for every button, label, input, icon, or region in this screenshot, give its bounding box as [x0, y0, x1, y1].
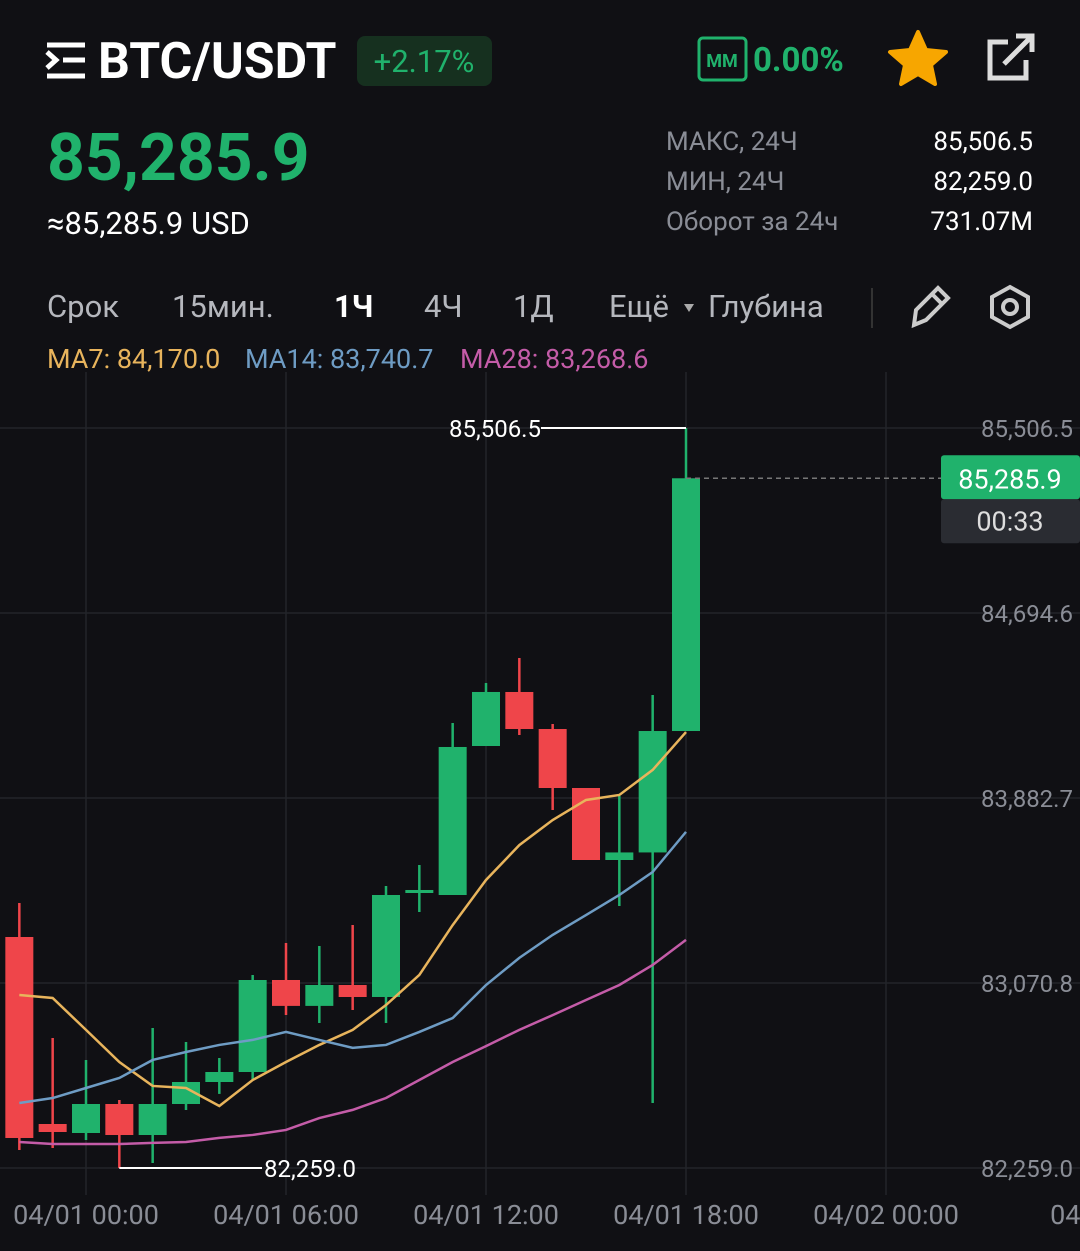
candle-body [505, 691, 534, 730]
plot: 85,506.5 84,694.6 83,882.7 83,070.8 82,259.0… [0, 372, 1080, 1231]
candle-body [5, 936, 34, 1138]
x-tick-label: 04/02 [1050, 1199, 1080, 1231]
tabs: Срок 15мин. 1Ч 4Ч 1Д Ещё Глубина [47, 288, 824, 325]
high-marker-label: 85,506.5 [449, 415, 541, 443]
x-tick-label: 04/02 00:00 [813, 1199, 959, 1231]
legend-entry: MA14: 83,740.7 [245, 343, 434, 375]
stat-label: МАКС, 24Ч [666, 127, 798, 157]
stat-label: МИН, 24Ч [666, 167, 784, 197]
candle-body [538, 729, 567, 789]
candle-body [372, 895, 400, 997]
menu-icon[interactable] [45, 42, 85, 79]
tab[interactable]: 15мин. [172, 288, 274, 325]
y-tick-label: 83,070.8 [981, 970, 1073, 998]
candle-body [305, 985, 334, 1006]
legend: MA7: 84,170.0 MA14: 83,740.7 MA28: 83,268.… [47, 343, 649, 375]
x-tick-label: 04/01 06:00 [213, 1199, 359, 1231]
stat-value: 85,506.5 [933, 127, 1033, 157]
candle-body [672, 478, 700, 732]
candle-body [72, 1103, 100, 1133]
candle-body [238, 979, 267, 1073]
y-tick-label: 85,506.5 [981, 415, 1073, 443]
share-icon[interactable] [987, 33, 1035, 81]
tab[interactable]: Глубина [708, 288, 824, 325]
draw-icon[interactable] [911, 285, 951, 329]
settings-icon[interactable] [990, 284, 1030, 330]
x-tick-label: 04/01 12:00 [413, 1199, 559, 1231]
candle-body [638, 731, 667, 853]
x-tick-label: 04/01 18:00 [613, 1199, 759, 1231]
stat-value: 82,259.0 [933, 167, 1033, 197]
stats: МАКС, 24Ч 85,506.5 МИН, 24Ч 82,259.0 Оборот … [666, 127, 1033, 237]
tab: Срок [47, 288, 119, 325]
tab[interactable]: 1Д [513, 288, 554, 325]
countdown: 00:33 [976, 505, 1043, 537]
last-price-label: 85,285.9 [958, 463, 1061, 495]
candle-body [405, 889, 434, 893]
candle-body [605, 852, 634, 861]
candle-body [472, 691, 500, 747]
candle-body [338, 985, 367, 997]
change: +2.17% [374, 43, 475, 80]
y-tick-label: 82,259.0 [981, 1155, 1073, 1183]
candle-body [105, 1103, 134, 1136]
price-usd: ≈85,285.9 USD [47, 205, 250, 242]
ma-line [19, 938, 687, 1146]
stat-label: Оборот за 24ч [666, 207, 838, 237]
dropdown-caret [684, 304, 694, 312]
favorite-star[interactable] [888, 30, 948, 86]
tab[interactable]: 4Ч [424, 288, 463, 325]
ma-line [19, 831, 687, 1105]
last-price-tag [941, 455, 1080, 500]
candle-body [438, 746, 467, 896]
last-price: 85,285.9 [47, 120, 310, 197]
tab[interactable]: 1Ч [334, 288, 373, 325]
candle-body [272, 979, 300, 1006]
mm-badge: MM [706, 51, 738, 72]
candle-body [205, 1072, 234, 1083]
x-tick-label: 04/01 00:00 [13, 1199, 159, 1231]
y-tick-label: 84,694.6 [981, 600, 1073, 628]
legend-entry: MA28: 83,268.6 [460, 343, 649, 375]
candle-body [38, 1123, 67, 1132]
ma-line [19, 731, 687, 1108]
candle-body [138, 1103, 167, 1136]
stat-value: 731.07M [930, 207, 1033, 237]
countdown-tag [941, 499, 1080, 544]
mm-value: 0.00% [753, 41, 844, 80]
mm-badge-box [697, 36, 748, 82]
legend-entry: MA7: 84,170.0 [47, 343, 220, 375]
low-marker-label: 82,259.0 [264, 1155, 356, 1183]
y-tick-label: 83,882.7 [981, 785, 1073, 813]
tab[interactable]: Ещё [609, 288, 669, 325]
pair-title: BTC/USDT [98, 33, 336, 91]
change-pill [357, 36, 492, 86]
